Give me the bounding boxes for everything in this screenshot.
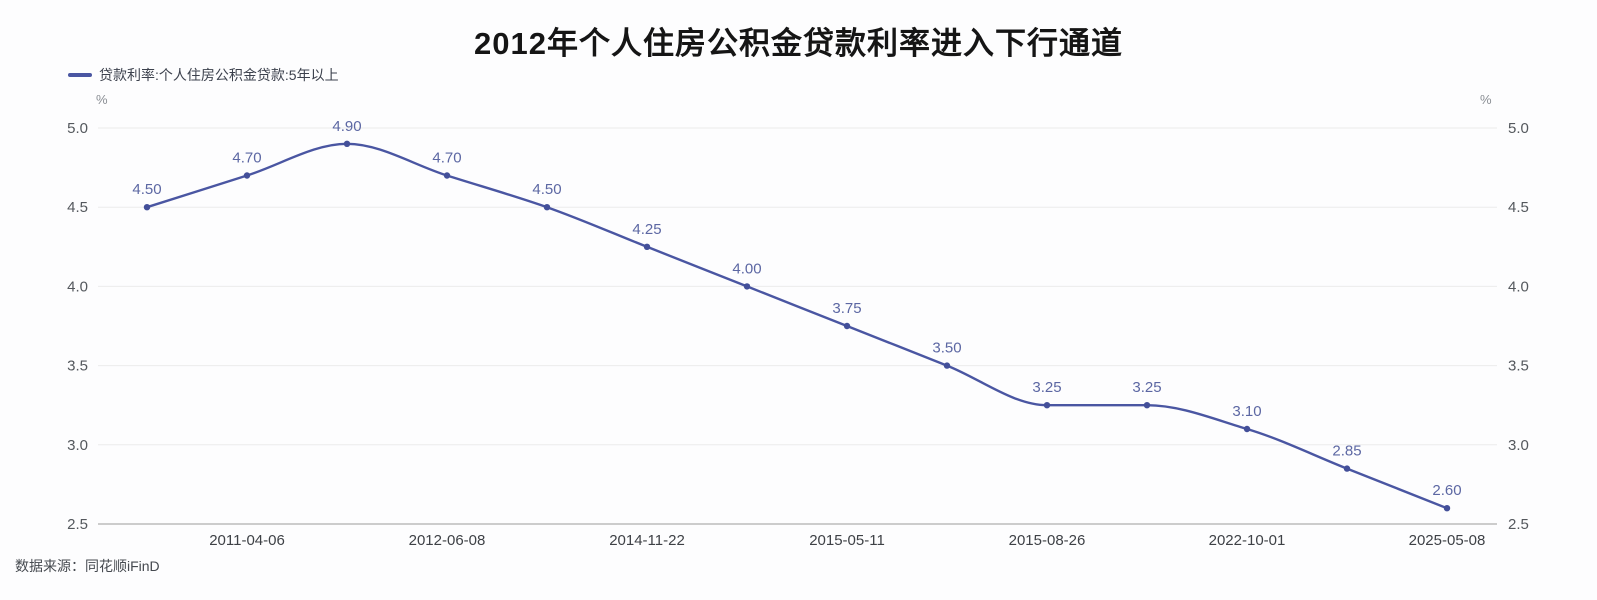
x-tick-label: 2025-05-08 — [1409, 532, 1486, 549]
y-tick-label-left: 4.5 — [67, 199, 88, 216]
x-tick-label: 2015-05-11 — [809, 532, 885, 549]
chart-title: 2012年个人住房公积金贷款利率进入下行通道 — [474, 26, 1123, 61]
data-point-label: 4.70 — [432, 150, 461, 167]
legend-line-icon — [68, 73, 92, 77]
data-point-marker — [1143, 402, 1151, 409]
y-tick-label-left: 2.5 — [67, 516, 88, 533]
data-point-marker — [743, 283, 751, 290]
data-point-label: 4.25 — [632, 221, 661, 238]
x-tick-label: 2022-10-01 — [1209, 532, 1286, 549]
y-tick-label-right: 3.5 — [1508, 358, 1529, 375]
data-point-marker — [1043, 402, 1051, 409]
data-point-label: 2.60 — [1432, 482, 1461, 499]
data-point-marker — [943, 362, 951, 369]
data-point-label: 4.50 — [532, 181, 561, 198]
data-point-marker — [843, 322, 851, 330]
y-tick-label-right: 4.5 — [1508, 199, 1529, 216]
data-point-marker — [643, 243, 651, 250]
data-point-label: 3.50 — [932, 340, 961, 357]
x-tick-label: 2011-04-06 — [209, 532, 285, 549]
y-tick-label-right: 3.0 — [1508, 437, 1529, 454]
data-point-marker — [343, 140, 351, 147]
y-tick-label-right: 5.0 — [1508, 120, 1529, 137]
y-tick-label-left: 5.0 — [67, 120, 88, 137]
data-point-label: 4.00 — [732, 260, 761, 277]
x-tick-label: 2015-08-26 — [1009, 532, 1086, 549]
y-tick-label-left: 3.5 — [67, 358, 88, 375]
y-tick-label-right: 4.0 — [1508, 278, 1529, 295]
x-tick-label: 2014-11-22 — [609, 532, 685, 549]
y-axis-unit-right: % — [1480, 92, 1492, 107]
y-tick-label-right: 2.5 — [1508, 516, 1529, 533]
series-line — [145, 142, 1449, 510]
data-point-label: 3.10 — [1232, 403, 1261, 420]
y-tick-label-left: 3.0 — [67, 437, 88, 454]
data-point-label: 3.75 — [832, 300, 861, 317]
data-point-marker — [443, 172, 451, 179]
data-point-label: 4.70 — [232, 150, 261, 167]
legend-item[interactable]: 贷款利率:个人住房公积金贷款:5年以上 — [68, 65, 339, 85]
data-point-label: 2.85 — [1332, 443, 1361, 460]
data-point-marker — [543, 204, 551, 211]
data-point-label: 4.50 — [132, 181, 161, 198]
legend-label: 贷款利率:个人住房公积金贷款:5年以上 — [99, 67, 339, 83]
data-point-marker — [143, 204, 151, 211]
x-tick-label: 2012-06-08 — [409, 532, 486, 549]
data-point-label: 3.25 — [1132, 379, 1161, 396]
data-point-marker — [1243, 425, 1251, 433]
data-point-marker — [1443, 505, 1451, 512]
data-point-label: 3.25 — [1032, 379, 1061, 396]
data-point-label: 4.90 — [332, 118, 361, 135]
data-point-marker — [243, 172, 251, 179]
y-tick-label-left: 4.0 — [67, 278, 88, 295]
data-source-label: 数据来源：同花顺iFinD — [15, 558, 160, 574]
y-axis-unit-left: % — [96, 92, 108, 107]
data-point-marker — [1343, 465, 1351, 472]
